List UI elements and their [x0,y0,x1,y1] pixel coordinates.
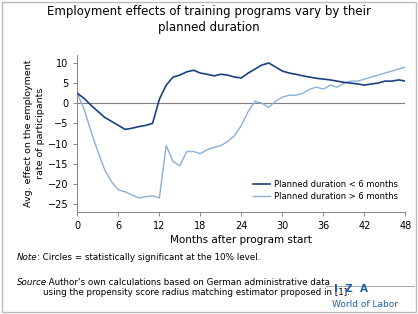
Text: Employment effects of training programs vary by their
planned duration: Employment effects of training programs … [47,5,371,34]
Y-axis label: Avg. effect on the employment
rate of participants: Avg. effect on the employment rate of pa… [24,60,45,207]
Text: : Circles = statistically significant at the 10% level.: : Circles = statistically significant at… [37,253,260,262]
Text: : Author's own calculations based on German administrative data
using the propen: : Author's own calculations based on Ger… [43,278,349,297]
X-axis label: Months after program start: Months after program start [171,235,312,245]
Legend: Planned duration < 6 months, Planned duration > 6 months: Planned duration < 6 months, Planned dur… [250,177,401,205]
Text: Note: Note [17,253,37,262]
Text: Source: Source [17,278,47,287]
Text: I  Z  A: I Z A [334,284,368,294]
Text: World of Labor: World of Labor [332,300,398,309]
